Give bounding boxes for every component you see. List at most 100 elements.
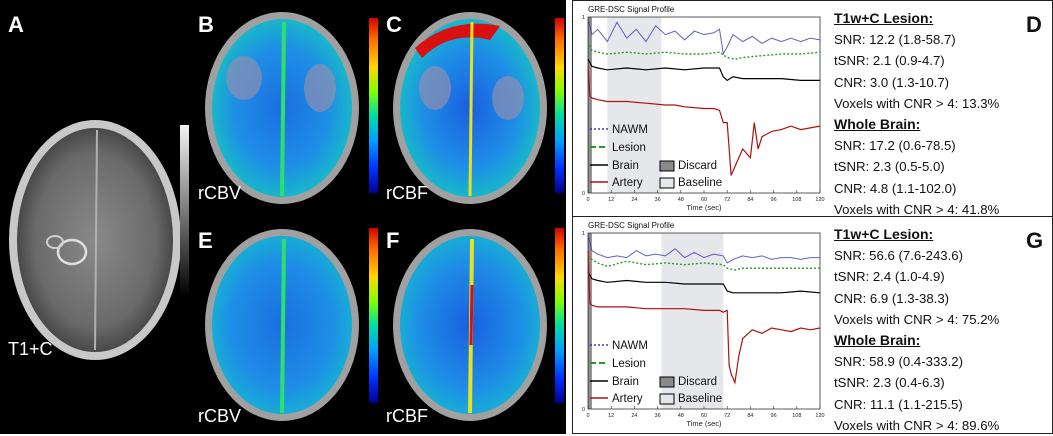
discard-window bbox=[588, 233, 592, 409]
panel-label-rcbf-bottom: rCBF bbox=[386, 406, 428, 426]
mri-image-panel: A B C E F T1+C rCBV rCBF rCBV rCBF bbox=[0, 0, 566, 434]
lesion-cnr: CNR: 3.0 (1.3-10.7) bbox=[834, 74, 950, 90]
legend-nawm-label: NAWM bbox=[612, 124, 648, 136]
legend-artery-label: Artery bbox=[612, 393, 643, 405]
legend-lesion-label: Lesion bbox=[612, 142, 646, 154]
stats-g: T1w+C Lesion: SNR: 56.6 (7.6-243.6) tSNR… bbox=[834, 224, 999, 436]
signal-profile-chart-d: GRE-DSC Signal Profile 0 12 24 36 48 60 72 84 96 1… bbox=[582, 5, 825, 212]
series-nawm-line bbox=[587, 18, 821, 56]
legend-brain-label: Brain bbox=[612, 160, 639, 172]
x-tick-label: 96 bbox=[771, 197, 777, 203]
legend-artery-label: Artery bbox=[612, 177, 643, 189]
panel-letter-d: D bbox=[1026, 12, 1042, 37]
legend-baseline-label: Baseline bbox=[678, 393, 722, 405]
legend-nawm-label: NAWM bbox=[612, 340, 648, 352]
x-tick-label: 0 bbox=[586, 197, 589, 203]
rcbf-map-top bbox=[393, 12, 547, 204]
brain-header: Whole Brain: bbox=[834, 116, 921, 133]
legend-baseline-label: Baseline bbox=[678, 177, 722, 189]
rcbv-map-bottom bbox=[205, 229, 359, 421]
panel-label-rcbv-top: rCBV bbox=[198, 183, 242, 203]
lesion-snr: SNR: 12.2 (1.8-58.7) bbox=[834, 32, 956, 48]
rcbv-colorbar-bottom bbox=[369, 228, 378, 403]
rcbv-colorbar-top bbox=[369, 18, 378, 193]
panel-label-rcbv-bottom: rCBV bbox=[198, 406, 242, 426]
brain-cnr: CNR: 11.1 (1.1-215.5) bbox=[834, 396, 963, 412]
x-tick-label: 36 bbox=[655, 413, 661, 419]
baseline-window bbox=[607, 17, 662, 193]
x-tick-label: 48 bbox=[678, 413, 684, 419]
series-brain-line bbox=[587, 58, 820, 82]
rcbf-colorbar-bottom bbox=[555, 228, 564, 403]
panel-label-t1c: T1+C bbox=[8, 339, 53, 359]
series-artery-line bbox=[587, 250, 821, 385]
legend-discard-label: Discard bbox=[678, 376, 717, 388]
lesion-voxels: Voxels with CNR > 4: 13.3% bbox=[834, 95, 1000, 111]
x-tick-label: 0 bbox=[586, 413, 589, 419]
panel-letter-g: G bbox=[1026, 228, 1044, 253]
brain-tsnr: tSNR: 2.3 (0.4-6.3) bbox=[834, 375, 945, 391]
lesion-cnr: CNR: 6.9 (1.3-38.3) bbox=[834, 290, 950, 306]
y-tick-label: 1 bbox=[582, 231, 585, 237]
discard-window bbox=[588, 17, 592, 193]
rcbf-map-bottom bbox=[393, 229, 547, 421]
brain-header: Whole Brain: bbox=[834, 332, 921, 349]
x-tick-label: 108 bbox=[792, 197, 801, 203]
brain-cnr: CNR: 4.8 (1.1-102.0) bbox=[834, 180, 957, 196]
panel-letter-a: A bbox=[8, 12, 24, 37]
series-artery-line bbox=[587, 66, 821, 176]
legend-discard-swatch bbox=[659, 376, 675, 388]
x-tick-label: 24 bbox=[631, 197, 637, 203]
brain-snr: SNR: 17.2 (0.6-78.5) bbox=[834, 138, 956, 154]
x-axis-label: Time (sec) bbox=[686, 203, 722, 212]
grayscale-colorbar bbox=[180, 125, 189, 297]
legend-baseline-swatch bbox=[659, 177, 675, 189]
x-tick-label: 12 bbox=[608, 197, 614, 203]
panel-label-rcbf-top: rCBF bbox=[386, 183, 428, 203]
chart-title: GRE-DSC Signal Profile bbox=[588, 5, 675, 14]
lesion-snr: SNR: 56.6 (7.6-243.6) bbox=[834, 248, 964, 264]
series-nawm-line bbox=[587, 234, 820, 264]
legend-discard-swatch bbox=[659, 160, 675, 172]
y-tick-label: 0 bbox=[582, 191, 585, 197]
x-tick-label: 108 bbox=[792, 413, 801, 419]
panel-letter-b: B bbox=[198, 12, 214, 37]
panel-letter-f: F bbox=[386, 228, 400, 253]
x-tick-label: 60 bbox=[701, 413, 707, 419]
t1c-brain-image bbox=[9, 120, 181, 360]
x-tick-label: 60 bbox=[701, 197, 707, 203]
chart-title: GRE-DSC Signal Profile bbox=[588, 221, 675, 230]
series-lesion-line bbox=[587, 255, 820, 271]
y-tick-label: 0 bbox=[582, 407, 585, 413]
brain-voxels: Voxels with CNR > 4: 89.6% bbox=[834, 417, 1000, 433]
rcbv-map-top bbox=[205, 12, 359, 204]
x-tick-label: 36 bbox=[655, 197, 661, 203]
signal-profile-chart-g: GRE-DSC Signal Profile 0 12 24 36 48 60 72 84 96 1… bbox=[582, 221, 825, 428]
y-tick-label: 1 bbox=[582, 15, 585, 21]
panel-divider bbox=[572, 216, 1053, 217]
brain-tsnr: tSNR: 2.3 (0.5-5.0) bbox=[834, 159, 945, 175]
legend-lesion-label: Lesion bbox=[612, 358, 646, 370]
rcbf-colorbar-top bbox=[555, 18, 564, 193]
panel-letter-c: C bbox=[386, 12, 402, 37]
stats-d: T1w+C Lesion: SNR: 12.2 (1.8-58.7) tSNR:… bbox=[834, 8, 999, 220]
x-tick-label: 12 bbox=[608, 413, 614, 419]
legend-discard-label: Discard bbox=[678, 160, 717, 172]
series-brain-line bbox=[587, 271, 821, 294]
x-axis-label: Time (sec) bbox=[686, 419, 722, 428]
lesion-tsnr: tSNR: 2.1 (0.9-4.7) bbox=[834, 53, 945, 69]
lesion-header: T1w+C Lesion: bbox=[834, 10, 934, 26]
x-tick-label: 72 bbox=[724, 413, 730, 419]
legend-brain-label: Brain bbox=[612, 376, 639, 388]
panel-letter-e: E bbox=[198, 228, 213, 253]
x-tick-label: 24 bbox=[631, 413, 637, 419]
legend-baseline-swatch bbox=[659, 393, 675, 405]
x-tick-label: 72 bbox=[724, 197, 730, 203]
series-lesion-line bbox=[587, 41, 821, 60]
lesion-voxels: Voxels with CNR > 4: 75.2% bbox=[834, 311, 1000, 327]
x-tick-label: 120 bbox=[815, 413, 824, 419]
lesion-tsnr: tSNR: 2.4 (1.0-4.9) bbox=[834, 269, 945, 285]
lesion-header: T1w+C Lesion: bbox=[834, 226, 934, 242]
x-tick-label: 120 bbox=[815, 197, 824, 203]
x-tick-label: 84 bbox=[747, 413, 753, 419]
